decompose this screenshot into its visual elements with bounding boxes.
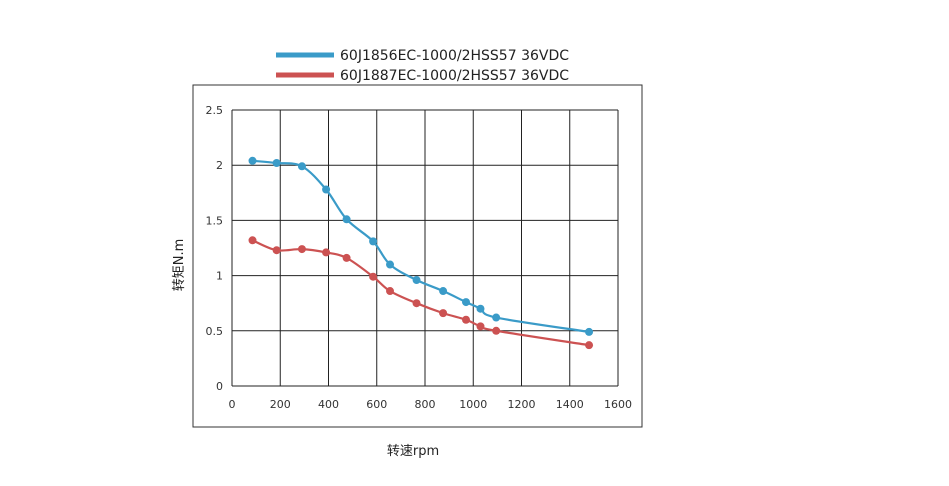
x-tick-label: 1400 (556, 398, 584, 411)
data-point-series-1 (322, 185, 331, 194)
y-tick-label: 0.5 (206, 325, 224, 338)
data-point-series-1 (585, 327, 594, 336)
data-point-series-2 (585, 341, 594, 350)
y-tick-label: 1.5 (206, 214, 224, 227)
data-point-series-2 (248, 236, 257, 245)
series-layer (248, 156, 594, 350)
x-axis-label: 转速rpm (387, 444, 439, 459)
data-point-series-1 (386, 260, 395, 269)
data-point-series-2 (369, 272, 378, 281)
data-point-series-2 (476, 322, 485, 331)
x-tick-label: 800 (415, 398, 436, 411)
x-tick-label: 1000 (459, 398, 487, 411)
x-tick-labels: 0 200 400 600 800 1000 1200 1400 1600 (229, 398, 633, 411)
data-point-series-2 (272, 246, 281, 255)
x-tick-label: 1200 (508, 398, 536, 411)
y-axis-label: 转矩N.m (172, 239, 187, 292)
data-point-series-2 (386, 287, 395, 296)
data-point-series-2 (297, 245, 306, 254)
x-tick-label: 1600 (604, 398, 632, 411)
data-point-series-2 (342, 253, 351, 262)
data-point-series-2 (462, 315, 471, 324)
data-point-series-1 (248, 156, 257, 165)
data-point-series-2 (439, 309, 448, 318)
data-point-series-1 (476, 304, 485, 313)
y-tick-labels: 0 0.5 1 1.5 2 2.5 (206, 104, 224, 393)
grid (231, 109, 619, 387)
data-point-series-1 (492, 313, 501, 322)
data-point-series-1 (342, 215, 351, 224)
data-point-series-1 (297, 162, 306, 171)
data-point-series-1 (369, 237, 378, 246)
data-point-series-2 (492, 326, 501, 335)
x-tick-label: 600 (366, 398, 387, 411)
y-tick-label: 1 (216, 270, 223, 283)
data-point-series-1 (412, 276, 421, 285)
data-point-series-1 (439, 287, 448, 296)
legend-label-2: 60J1887EC-1000/2HSS57 36VDC (340, 68, 569, 84)
x-tick-label: 0 (229, 398, 236, 411)
data-point-series-2 (412, 299, 421, 308)
x-tick-label: 400 (318, 398, 339, 411)
chart-frame (192, 84, 643, 428)
data-point-series-1 (272, 158, 281, 167)
legend-label-1: 60J1856EC-1000/2HSS57 36VDC (340, 48, 569, 64)
data-point-series-1 (462, 298, 471, 307)
y-tick-label: 0 (216, 380, 223, 393)
y-tick-label: 2.5 (206, 104, 224, 117)
data-point-series-2 (322, 248, 331, 257)
y-tick-label: 2 (216, 159, 223, 172)
legend: 60J1856EC-1000/2HSS57 36VDC 60J1887EC-100… (276, 48, 569, 84)
x-tick-label: 200 (270, 398, 291, 411)
